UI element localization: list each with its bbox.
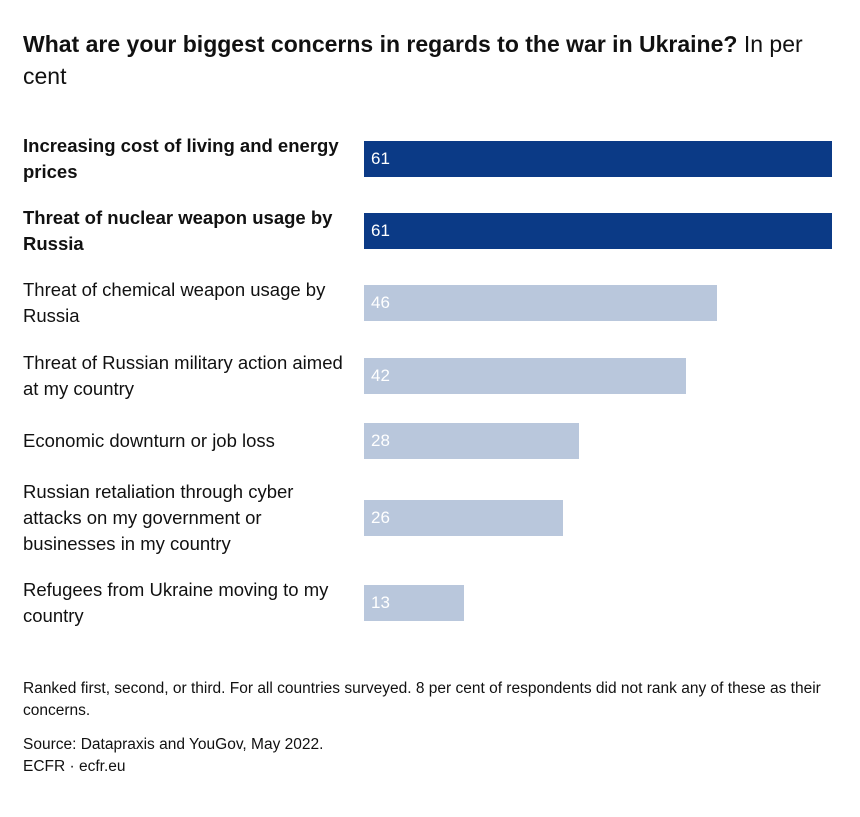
note: Ranked first, second, or third. For all … (23, 680, 821, 719)
bar (364, 423, 579, 459)
bar (364, 213, 832, 249)
value-label: 28 (371, 431, 390, 450)
bar (364, 500, 564, 536)
bar (364, 141, 832, 177)
chart-title: What are your biggest concerns in regard… (23, 31, 738, 57)
bar (364, 285, 717, 321)
bar (364, 585, 464, 621)
category-label: Threat of chemical weapon usage by Russi… (23, 279, 326, 326)
category-label: Economic downturn or job loss (23, 430, 275, 451)
value-label: 46 (371, 293, 390, 312)
category-label: Increasing cost of living and energy pri… (23, 135, 339, 182)
category-label: Refugees from Ukraine moving to my count… (23, 579, 329, 626)
source: Source: Datapraxis and YouGov, May 2022. (23, 736, 324, 753)
credit: ECFR · ecfr.eu (23, 758, 126, 775)
value-label: 61 (371, 221, 390, 240)
chart-subtitle: In per cent (23, 31, 803, 89)
bar (364, 358, 687, 394)
value-label: 61 (371, 149, 390, 168)
category-label: Threat of Russian military action aimed … (23, 352, 343, 399)
value-label: 42 (371, 366, 390, 385)
title-block: What are your biggest concerns in regard… (23, 28, 823, 92)
value-label: 26 (371, 508, 390, 527)
category-label: Threat of nuclear weapon usage by Russia (23, 207, 333, 254)
value-label: 13 (371, 593, 390, 612)
category-label: Russian retaliation through cyber attack… (23, 481, 294, 554)
